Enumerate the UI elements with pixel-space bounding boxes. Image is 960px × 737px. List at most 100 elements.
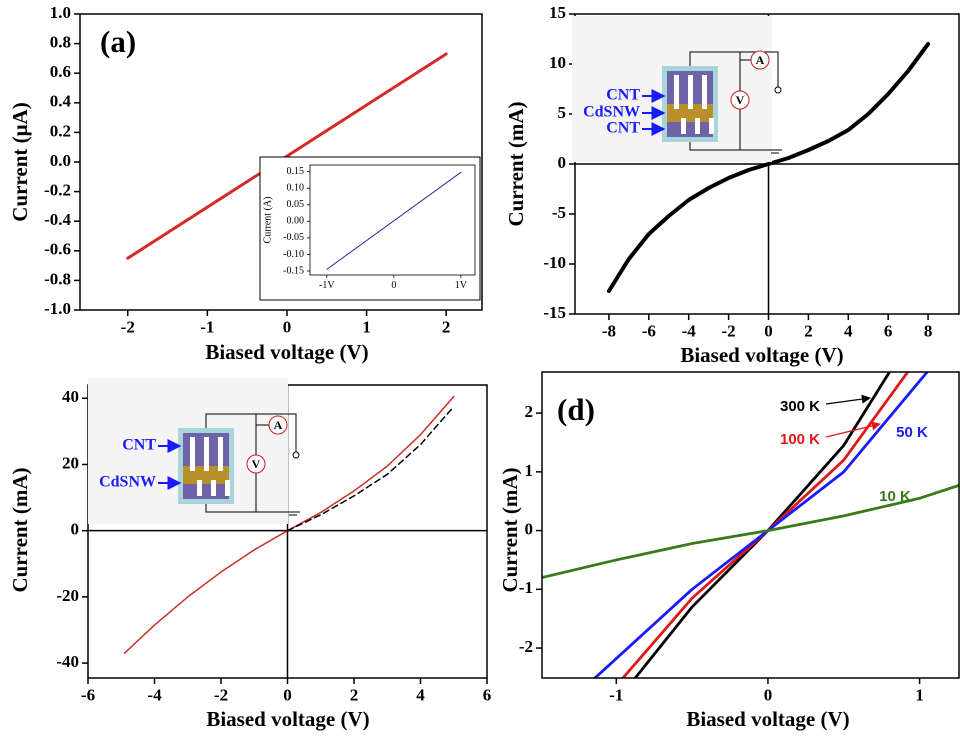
y-tick-label: 2 (525, 402, 534, 421)
y-tick-label: 1.0 (50, 3, 71, 22)
y-tick-label: 0.0 (50, 151, 71, 170)
x-tick-label: 0 (764, 322, 773, 341)
x-tick-label: 0 (283, 686, 292, 705)
x-tick-label: 4 (416, 686, 425, 705)
x-tick-label: -6 (642, 322, 656, 341)
wire (689, 51, 779, 88)
y-tick-label: -1 (519, 578, 533, 597)
x-tick-label: 6 (884, 322, 893, 341)
x-tick-label: 6 (483, 686, 492, 705)
meter (268, 415, 288, 435)
x-axis-label: Biased voltage (V) (206, 707, 369, 731)
y-tick-label: -20 (56, 586, 79, 605)
x-tick-label: 8 (924, 322, 933, 341)
y-tick-label: -0.10 (283, 249, 304, 260)
slot (197, 480, 202, 496)
meter (750, 50, 770, 70)
slot (688, 75, 693, 109)
y-tick-label: 0.15 (287, 166, 305, 177)
series-line (592, 372, 929, 678)
plot-area (326, 171, 462, 270)
terminal (292, 451, 300, 459)
series-line (326, 171, 462, 270)
y-tick-label: 15 (549, 3, 566, 22)
frame (574, 13, 960, 315)
slot (218, 437, 223, 471)
series-line (126, 52, 448, 260)
y-tick-label: 0.2 (50, 121, 71, 140)
y-tick-label: -40 (56, 652, 79, 671)
frame (309, 164, 476, 276)
series-label: 10 K (879, 488, 911, 505)
y-tick-label: 0.4 (50, 92, 72, 111)
y-tick-label: -5 (552, 203, 566, 222)
slot (190, 437, 195, 471)
x-tick-label: -2 (214, 686, 228, 705)
inset-box (259, 156, 481, 301)
series-label: 50 K (896, 424, 928, 441)
x-tick-label: 0 (283, 318, 292, 337)
x-tick-label: -1 (200, 318, 214, 337)
wire (689, 142, 778, 151)
series-line (633, 372, 892, 678)
inset-y-label: Current (A) (262, 197, 273, 244)
y-tick-label: 0.00 (287, 216, 305, 227)
plot-area (606, 42, 931, 293)
x-tick-label: 0 (391, 280, 396, 291)
meter-label: A (274, 418, 283, 432)
series-line (286, 405, 455, 532)
wire (205, 413, 297, 453)
slot (225, 480, 230, 496)
panel-label: (a) (100, 24, 136, 59)
x-tick-label: 1V (455, 280, 468, 291)
x-axis-label: Biased voltage (V) (686, 707, 849, 731)
y-tick-label: -0.8 (44, 269, 71, 288)
x-tick-label: -1V (319, 280, 335, 291)
y-tick-label: 0 (71, 520, 80, 539)
x-tick-label: -1 (609, 686, 623, 705)
x-axis-label: Biased voltage (V) (205, 340, 368, 364)
y-tick-label: -0.6 (44, 240, 71, 259)
x-tick-label: 0 (764, 686, 773, 705)
x-tick-label: 2 (804, 322, 813, 341)
y-tick-label: 0.10 (287, 182, 305, 193)
y-tick-label: 1 (525, 461, 534, 480)
slot (702, 75, 707, 109)
x-tick-label: 2 (350, 686, 359, 705)
meter (730, 90, 750, 110)
x-tick-label: -2 (722, 322, 736, 341)
y-axis-label: Current (mA) (504, 101, 528, 226)
device-label: CNT (122, 437, 156, 454)
series-line (606, 42, 931, 293)
slot (695, 118, 700, 134)
series-label: 300 K (780, 398, 820, 415)
device-label: CNT (606, 87, 640, 104)
y-tick-label: -15 (543, 303, 566, 322)
x-tick-label: 1 (915, 686, 924, 705)
frame (79, 13, 483, 311)
y-tick-label: 5 (558, 103, 567, 122)
y-tick-label: -1.0 (44, 299, 71, 318)
terminal (774, 86, 782, 94)
y-tick-label: -10 (543, 253, 566, 272)
x-tick-label: -4 (147, 686, 162, 705)
panel-label: (d) (557, 392, 595, 427)
device-label: CdSNW (99, 474, 156, 491)
slot (674, 75, 679, 109)
y-tick-label: 20 (62, 453, 79, 472)
device-label: CNT (606, 120, 640, 137)
wire (205, 504, 296, 513)
series-line (542, 483, 959, 579)
x-tick-label: -2 (121, 318, 135, 337)
x-tick-label: 1 (362, 318, 371, 337)
x-tick-label: 2 (442, 318, 451, 337)
x-tick-label: -8 (602, 322, 616, 341)
y-tick-label: -0.15 (283, 265, 304, 276)
device-label: CdSNW (583, 104, 640, 121)
plot-area (542, 372, 959, 678)
y-axis-label: Current (μA) (8, 102, 32, 221)
slot (204, 437, 209, 471)
y-tick-label: 10 (549, 53, 566, 72)
y-tick-label: 0 (525, 519, 534, 538)
